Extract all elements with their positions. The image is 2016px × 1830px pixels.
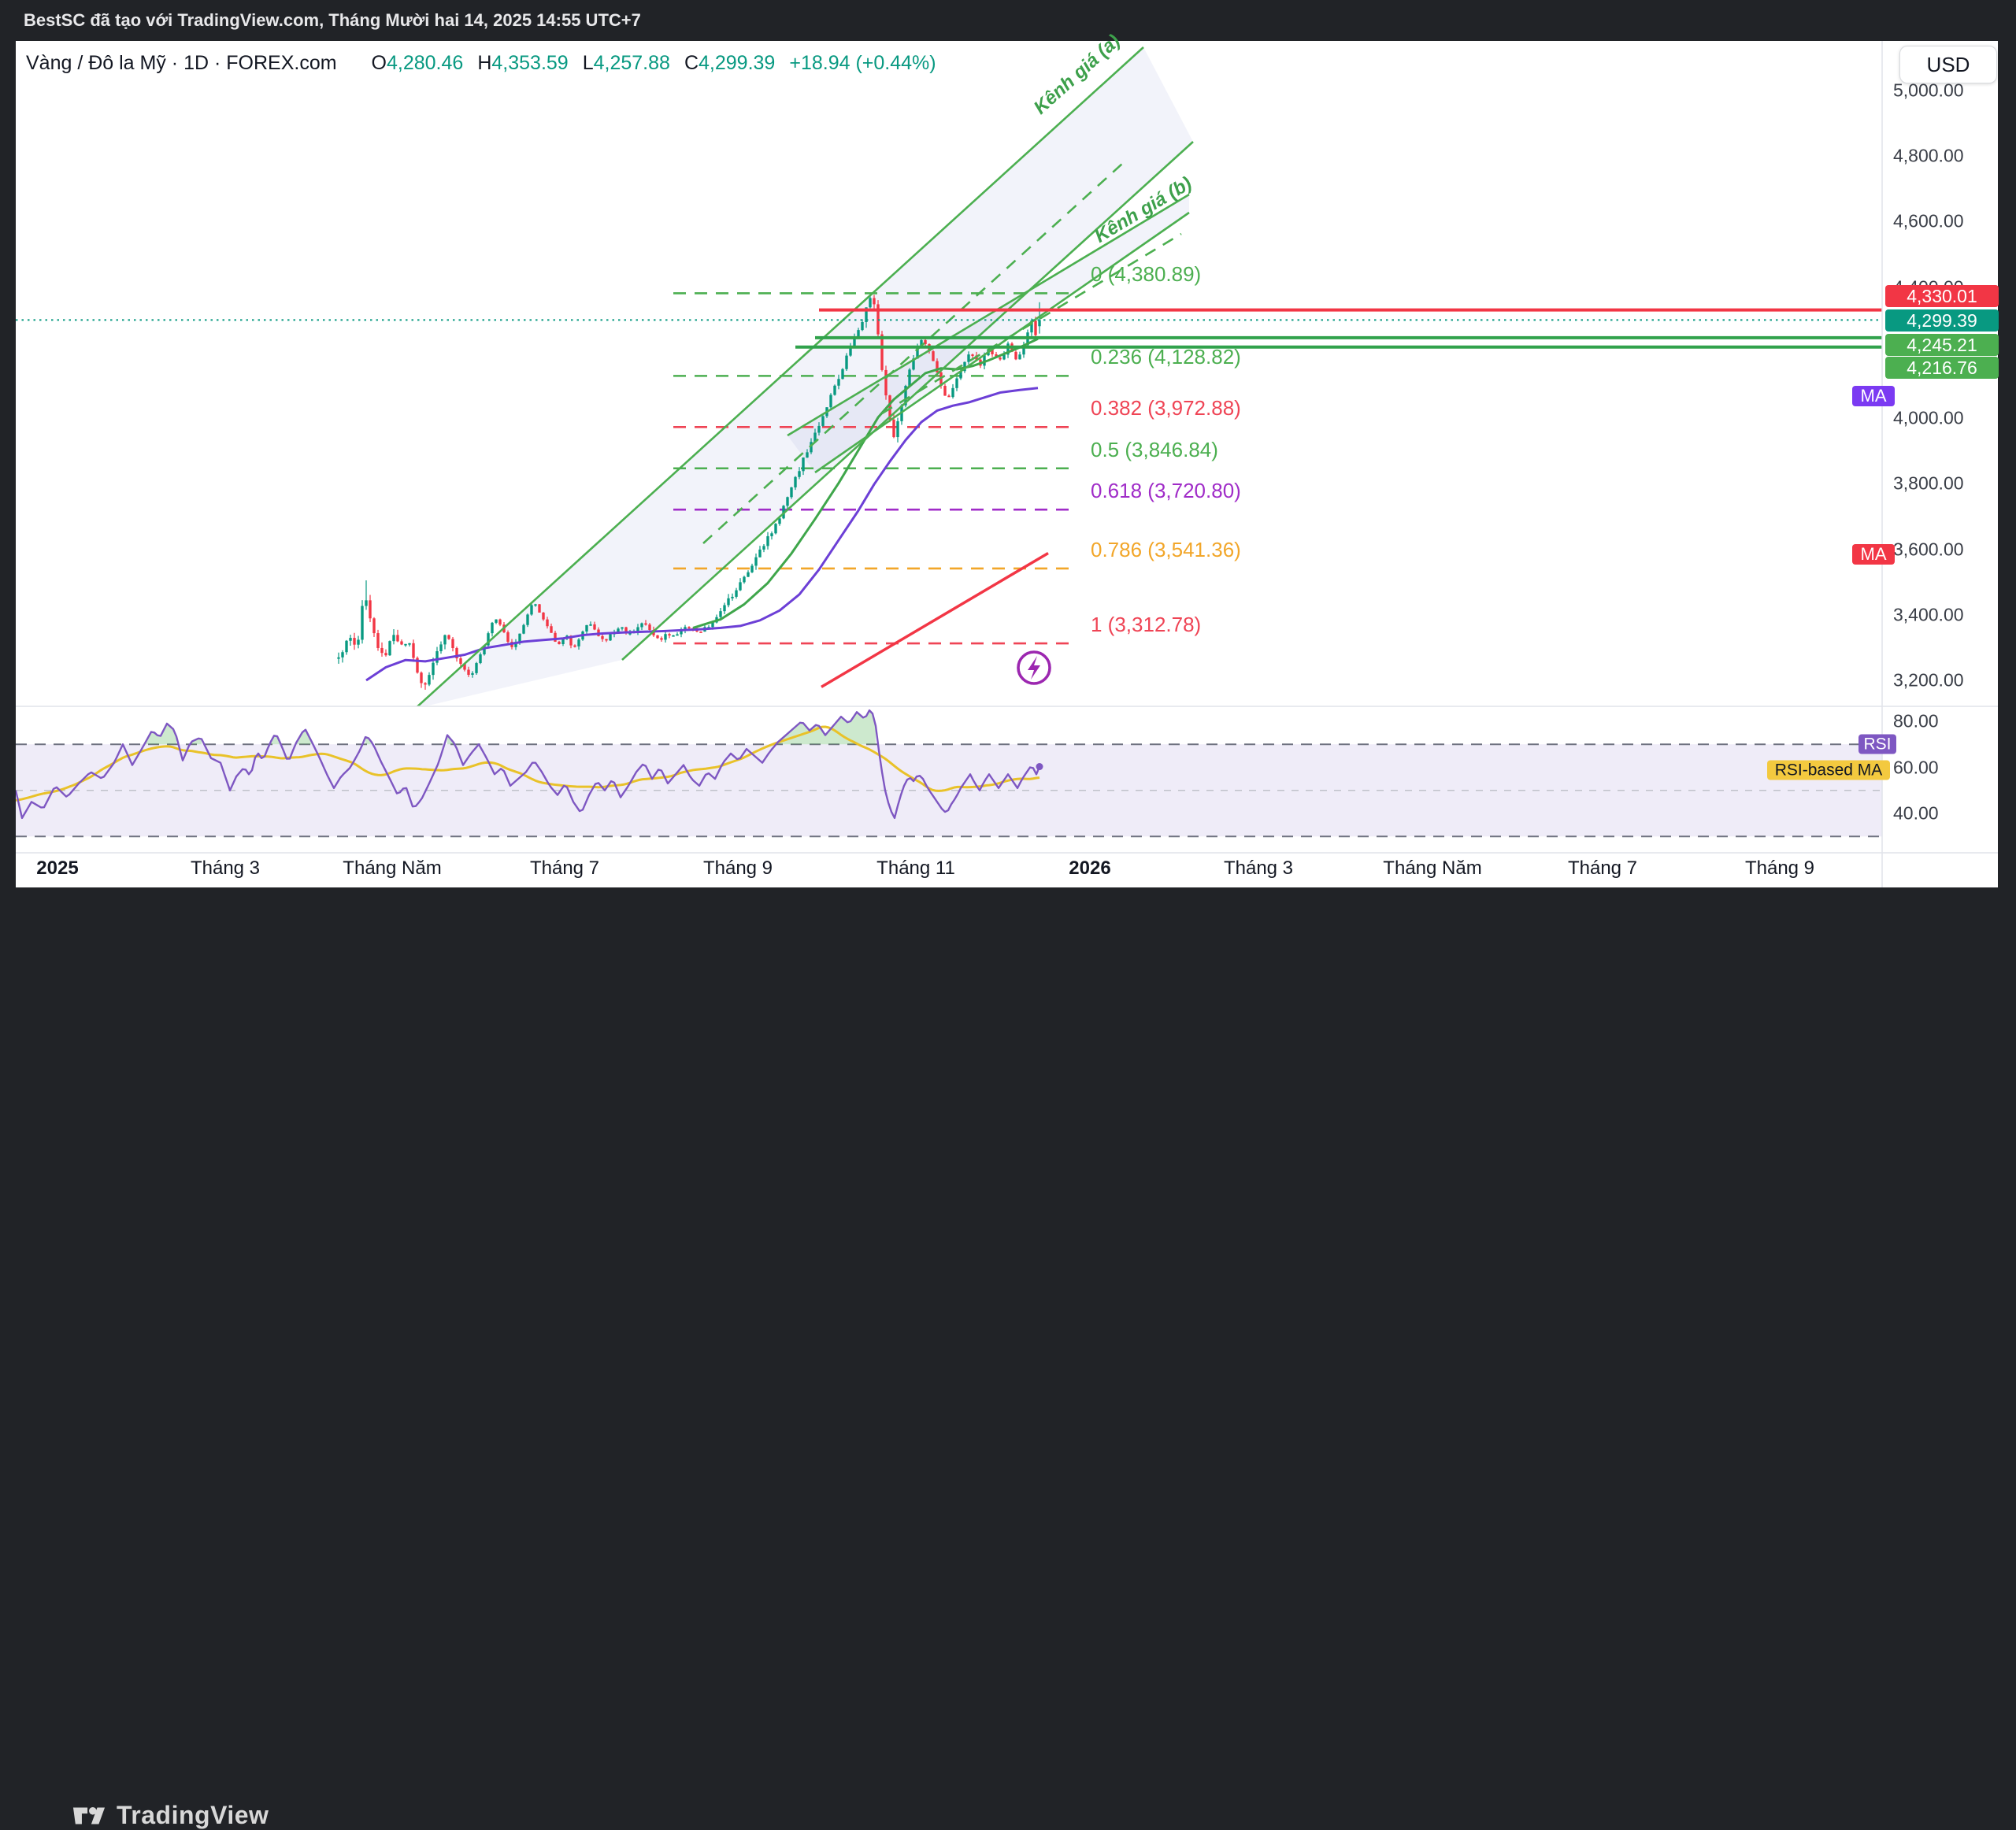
symbol-header: Vàng / Đô la Mỹ · 1D · FOREX.com O4,280.4… [26, 52, 936, 75]
fib-level-label: 0 (4,380.89) [1091, 262, 1202, 287]
rsi-indicator-badge: RSI-based MA [1767, 760, 1890, 780]
time-axis-label[interactable]: Tháng 11 [876, 858, 955, 879]
time-axis-label[interactable]: Tháng 7 [529, 858, 600, 879]
rsi-axis-tick[interactable]: 80.00 [1893, 710, 1939, 732]
close-label: C [684, 52, 699, 74]
top-bar: BestSC đã tạo với TradingView.com, Tháng… [0, 0, 2016, 41]
price-axis-tick[interactable]: 4,600.00 [1893, 210, 1964, 232]
time-axis-label[interactable]: Tháng 3 [190, 858, 261, 879]
attribution-text: BestSC đã tạo với TradingView.com, Tháng… [24, 10, 641, 30]
time-axis-label[interactable]: 2025 [36, 858, 79, 879]
time-axis-label[interactable]: Tháng 3 [1223, 858, 1294, 879]
price-pane [16, 46, 1882, 706]
tradingview-logo-text: TradingView [117, 1801, 269, 1829]
fib-level-label: 0.786 (3,541.36) [1091, 537, 1241, 561]
tradingview-logo[interactable]: TradingView [72, 1801, 269, 1830]
time-axis-label[interactable]: Tháng 9 [1744, 858, 1815, 879]
price-axis-tick[interactable]: 3,400.00 [1893, 604, 1964, 625]
price-axis-tick[interactable]: 4,000.00 [1893, 407, 1964, 428]
chart-canvas[interactable] [0, 0, 2016, 977]
ma-indicator-badge: MA [1852, 544, 1895, 565]
time-axis-label[interactable]: Tháng 9 [702, 858, 773, 879]
fib-level-label: 0.382 (3,972.88) [1091, 396, 1241, 420]
price-axis-tick[interactable]: 3,600.00 [1893, 539, 1964, 559]
high-value: 4,353.59 [491, 52, 569, 74]
price-level-badge: 4,245.21 [1885, 334, 1999, 356]
low-label: L [582, 52, 594, 74]
fib-level-label: 0.618 (3,720.80) [1091, 479, 1241, 503]
open-value: 4,280.46 [387, 52, 464, 74]
time-axis-label[interactable]: Tháng Năm [1383, 858, 1482, 879]
time-axis-label[interactable]: 2026 [1069, 858, 1111, 879]
rsi-pane [16, 709, 1882, 838]
rsi-indicator-badge: RSI [1858, 734, 1896, 754]
open-label: O [371, 52, 387, 74]
fib-level-label: 0.236 (4,128.82) [1091, 345, 1241, 369]
change-value: +18.94 (+0.44%) [789, 52, 936, 74]
price-axis-tick[interactable]: 3,800.00 [1893, 472, 1964, 494]
tradingview-logo-icon [72, 1806, 106, 1824]
price-level-badge: 4,330.01 [1885, 285, 1999, 307]
price-axis-tick[interactable]: 4,800.00 [1893, 145, 1964, 166]
currency-button[interactable]: USD [1899, 46, 1997, 83]
price-axis-tick[interactable]: 3,200.00 [1893, 669, 1964, 691]
footer-bar: TradingView [0, 887, 2016, 1829]
high-label: H [477, 52, 492, 74]
close-value: 4,299.39 [699, 52, 776, 74]
rsi-axis-tick[interactable]: 60.00 [1893, 757, 1939, 777]
time-axis-label[interactable]: Tháng Năm [343, 858, 442, 879]
fib-level-label: 1 (3,312.78) [1091, 613, 1202, 637]
symbol-title[interactable]: Vàng / Đô la Mỹ · 1D · FOREX.com [26, 52, 337, 74]
time-axis-label[interactable]: Tháng 7 [1567, 858, 1638, 879]
ma-indicator-badge: MA [1852, 386, 1895, 406]
price-level-badge: 4,216.76 [1885, 357, 1999, 379]
fib-level-label: 0.5 (3,846.84) [1091, 437, 1218, 461]
low-value: 4,257.88 [593, 52, 670, 74]
rsi-axis-tick[interactable]: 40.00 [1893, 802, 1939, 824]
price-level-badge: 4,299.39 [1885, 309, 1999, 332]
